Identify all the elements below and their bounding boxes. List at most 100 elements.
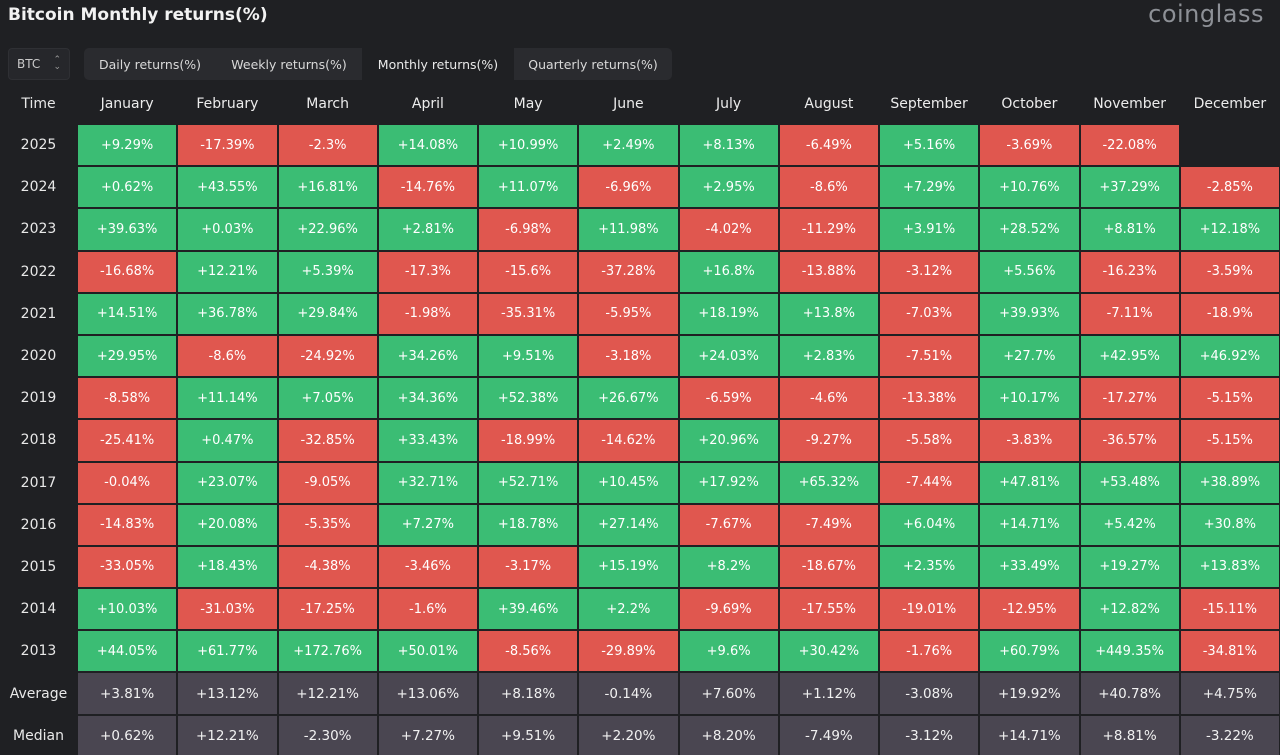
return-cell: +37.29% (1079, 166, 1180, 209)
table-row: 2017 -0.04% +23.07% -9.05% +32.71% +52.71% +10… (0, 461, 1280, 504)
return-cell: -18.67% (778, 545, 879, 589)
return-cell: +9.51% (478, 334, 579, 378)
stat-cell: -2.30% (277, 714, 378, 755)
table-header-row: Time January February March April May June July… (0, 84, 1280, 124)
return-cell: +39.93% (979, 292, 1080, 335)
return-cell: +9.29% (77, 124, 178, 167)
stat-cell: +4.75% (1179, 672, 1280, 715)
column-header-month: August (804, 96, 854, 112)
return-cell: -9.05% (277, 461, 378, 504)
return-cell: -18.9% (1179, 292, 1280, 335)
table-row: 2016 -14.83% +20.08% -5.35% +7.27% +18.78% +27… (0, 503, 1280, 546)
return-cell: +34.26% (377, 334, 478, 378)
return-cell: -7.49% (778, 503, 879, 546)
return-cell: +33.49% (979, 545, 1080, 589)
stat-cell: -3.08% (879, 672, 980, 715)
return-cell: -35.31% (478, 292, 579, 335)
return-cell: +20.08% (177, 503, 278, 546)
return-cell: +42.95% (1079, 334, 1180, 378)
return-cell: +8.13% (678, 124, 779, 167)
column-header-month: January (100, 96, 154, 112)
return-cell: +16.81% (277, 166, 378, 209)
return-cell: +22.96% (277, 208, 378, 251)
column-header-time: Time (21, 96, 56, 112)
stat-row: Median +0.62% +12.21% -2.30% +7.27% +9.51% +2.… (0, 714, 1280, 755)
stat-cell: +0.62% (77, 714, 178, 755)
return-cell: +14.08% (377, 124, 478, 167)
return-cell: -7.67% (678, 503, 779, 546)
year-label: 2021 (20, 305, 57, 322)
table-row: 2015 -33.05% +18.43% -4.38% -3.46% -3.17% +15.… (0, 545, 1280, 589)
return-cell: -2.3% (277, 124, 378, 167)
table-row: 2019 -8.58% +11.14% +7.05% +34.36% +52.38% +26… (0, 377, 1280, 420)
return-cell: +43.55% (177, 166, 278, 209)
return-cell: -7.51% (879, 334, 980, 378)
return-cell: -14.76% (377, 166, 478, 209)
return-cell: +23.07% (177, 461, 278, 504)
year-label: 2014 (20, 601, 57, 618)
table-row: 2014 +10.03% -31.03% -17.25% -1.6% +39.46% +2.… (0, 588, 1280, 631)
stat-cell: +13.12% (177, 672, 278, 715)
stat-label: Average (9, 685, 68, 702)
year-label: 2023 (20, 221, 57, 238)
return-cell: -17.27% (1079, 377, 1180, 420)
return-cell: -14.83% (77, 503, 178, 546)
tab-monthly-returns[interactable]: Monthly returns(%) (362, 48, 514, 80)
return-cell: +12.21% (177, 250, 278, 293)
tab-daily-returns[interactable]: Daily returns(%) (99, 56, 201, 72)
return-cell: -31.03% (177, 588, 278, 631)
stat-cell: +19.92% (979, 672, 1080, 715)
table-row: 2025 +9.29% -17.39% -2.3% +14.08% +10.99% +2.4… (0, 124, 1280, 167)
return-cell: +7.29% (879, 166, 980, 209)
column-header-month: February (196, 96, 259, 112)
tab-weekly-returns[interactable]: Weekly returns(%) (231, 56, 347, 72)
year-label: 2017 (20, 474, 57, 491)
table-row: 2023 +39.63% +0.03% +22.96% +2.81% -6.98% +11.… (0, 208, 1280, 251)
column-header-month: December (1193, 96, 1267, 112)
return-cell: -37.28% (578, 250, 679, 293)
return-cell: -3.59% (1179, 250, 1280, 293)
year-label: 2024 (20, 179, 57, 196)
return-cell: -11.29% (778, 208, 879, 251)
return-cell: +26.67% (578, 377, 679, 420)
return-cell: -6.49% (778, 124, 879, 167)
stat-cell: +13.06% (377, 672, 478, 715)
return-cell: -7.44% (879, 461, 980, 504)
stat-cell: +8.20% (678, 714, 779, 755)
column-header-month: March (306, 96, 349, 112)
return-cell: +27.14% (578, 503, 679, 546)
return-cell: -5.15% (1179, 377, 1280, 420)
column-header-month: October (1001, 96, 1058, 112)
return-cell: +11.14% (177, 377, 278, 420)
return-cell: +13.83% (1179, 545, 1280, 589)
return-cell: +34.36% (377, 377, 478, 420)
return-cell: +24.03% (678, 334, 779, 378)
return-cell: +28.52% (979, 208, 1080, 251)
table-row: 2020 +29.95% -8.6% -24.92% +34.26% +9.51% -3.1… (0, 334, 1280, 378)
asset-select[interactable]: BTC ⌃ ⌄ (8, 48, 70, 80)
return-cell: -15.11% (1179, 588, 1280, 631)
stat-cell: +12.21% (177, 714, 278, 755)
return-cell: +5.56% (979, 250, 1080, 293)
return-cell: +20.96% (678, 419, 779, 462)
return-cell: -4.02% (678, 208, 779, 251)
year-label: 2019 (20, 390, 57, 407)
table-row: 2021 +14.51% +36.78% +29.84% -1.98% -35.31% -5… (0, 292, 1280, 335)
year-label: 2013 (20, 643, 57, 660)
return-cell: +10.17% (979, 377, 1080, 420)
return-cell: +18.19% (678, 292, 779, 335)
return-cell: -5.95% (578, 292, 679, 335)
return-cell: +0.62% (77, 166, 178, 209)
year-label: 2015 (20, 558, 57, 575)
return-cell: +32.71% (377, 461, 478, 504)
return-cell: -17.55% (778, 588, 879, 631)
table-row: 2013 +44.05% +61.77% +172.76% +50.01% -8.56% -… (0, 630, 1280, 673)
tab-quarterly-returns[interactable]: Quarterly returns(%) (528, 56, 658, 72)
year-label: 2022 (20, 263, 57, 280)
return-cell: +50.01% (377, 630, 478, 673)
return-cell: -13.88% (778, 250, 879, 293)
return-cell: -24.92% (277, 334, 378, 378)
return-cell: +16.8% (678, 250, 779, 293)
return-cell (1179, 124, 1280, 167)
return-cell: +29.95% (77, 334, 178, 378)
